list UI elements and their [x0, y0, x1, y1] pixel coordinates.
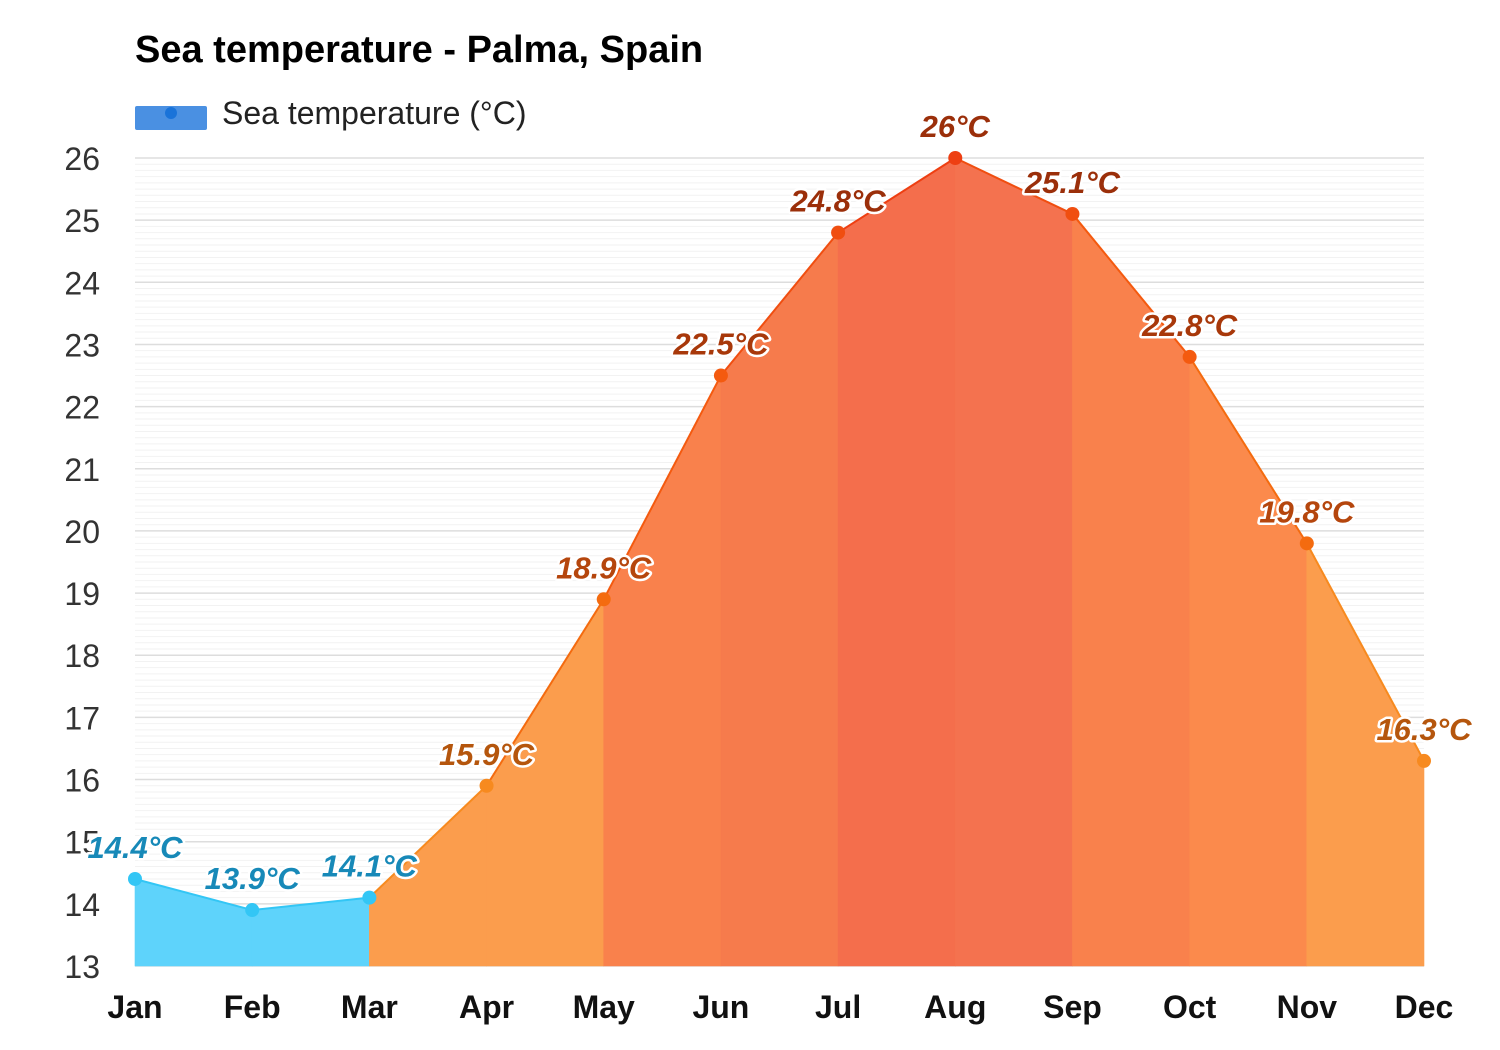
data-label-may: 18.9°C: [556, 550, 652, 585]
area-segment-nov: [1306, 543, 1425, 967]
data-label-nov: 19.8°C: [1259, 494, 1355, 529]
series-line: [134, 157, 1425, 912]
line-segment: [252, 896, 370, 912]
area-segment-apr: [486, 598, 605, 967]
y-tick-label: 19: [64, 576, 100, 612]
line-segment: [602, 375, 722, 600]
data-label-oct: 22.8°C: [1141, 308, 1238, 343]
data-point-aug[interactable]: [948, 151, 963, 165]
line-segment: [1188, 356, 1308, 544]
x-tick-label-sep: Sep: [1043, 989, 1102, 1025]
data-label-jan: 14.4°C: [87, 830, 183, 865]
legend-marker: [165, 107, 177, 119]
y-tick-label: 16: [64, 763, 100, 799]
y-tick-label: 22: [64, 390, 100, 426]
data-point-dec[interactable]: [1417, 753, 1431, 768]
data-point-feb[interactable]: [245, 903, 260, 918]
x-tick-label-may: May: [573, 989, 635, 1025]
y-tick-label: 20: [64, 514, 100, 550]
data-point-oct[interactable]: [1182, 349, 1197, 364]
y-tick-label: 23: [64, 327, 100, 363]
data-label-sep: 25.1°C: [1024, 165, 1121, 200]
data-point-jul[interactable]: [831, 225, 846, 240]
line-segment: [1305, 542, 1425, 762]
data-label-feb: 13.9°C: [205, 861, 301, 896]
data-label-jun: 22.5°C: [672, 327, 769, 362]
line-segment: [837, 157, 956, 234]
y-tick-label: 14: [64, 887, 100, 923]
data-label-aug: 26°C: [920, 109, 991, 144]
x-tick-label-feb: Feb: [224, 989, 281, 1025]
y-tick-label: 13: [64, 949, 100, 985]
chart-title: Sea temperature - Palma, Spain: [135, 29, 703, 71]
x-tick-label-dec: Dec: [1395, 989, 1454, 1025]
data-point-jun[interactable]: [713, 368, 728, 383]
data-point-jan[interactable]: [128, 871, 142, 886]
y-tick-label: 26: [64, 141, 100, 177]
data-label-dec: 16.3°C: [1376, 712, 1472, 747]
data-points: [128, 151, 1431, 918]
line-segment: [485, 598, 605, 787]
data-point-mar[interactable]: [362, 890, 377, 905]
line-segment: [720, 231, 839, 377]
y-tick-label: 21: [64, 452, 100, 488]
y-tick-label: 15: [64, 825, 100, 861]
line-segment: [368, 785, 488, 899]
data-label-apr: 15.9°C: [439, 737, 535, 772]
line-segment: [954, 157, 1073, 215]
area-segment-may: [603, 375, 722, 967]
data-label-jul: 24.8°C: [790, 184, 887, 219]
x-tick-label-nov: Nov: [1277, 989, 1338, 1025]
x-tick-label-mar: Mar: [341, 989, 398, 1025]
line-segment: [1071, 213, 1191, 358]
area-segment-aug: [954, 157, 1073, 967]
x-tick-label-jul: Jul: [815, 989, 861, 1025]
x-tick-label-aug: Aug: [924, 989, 986, 1025]
legend[interactable]: Sea temperature (°C): [135, 95, 526, 131]
y-tick-label: 24: [64, 265, 100, 301]
x-tick-label-jan: Jan: [107, 989, 162, 1025]
legend-label: Sea temperature (°C): [222, 95, 526, 131]
data-point-apr[interactable]: [479, 778, 494, 793]
data-point-sep[interactable]: [1065, 206, 1080, 221]
x-tick-label-apr: Apr: [459, 989, 514, 1025]
data-point-nov[interactable]: [1299, 536, 1314, 551]
data-label-mar: 14.1°C: [322, 849, 418, 884]
y-axis-labels: 13 14 15 16 17 18 19 20 21 22 23 24 25 26: [64, 141, 100, 985]
y-tick-label: 18: [64, 638, 100, 674]
line-segment: [134, 878, 253, 912]
x-tick-label-oct: Oct: [1163, 989, 1217, 1025]
area-segments: [134, 157, 1425, 967]
x-tick-label-jun: Jun: [692, 989, 749, 1025]
x-axis-labels: Jan Feb Mar Apr May Jun Jul Aug Sep Oct Nov Dec: [107, 989, 1453, 1025]
area-segment-jul: [837, 157, 956, 967]
y-tick-label: 25: [64, 203, 100, 239]
y-tick-label: 17: [64, 700, 100, 736]
data-labels: 14.4°C 13.9°C 14.1°C 15.9°C 18.9°C 22.5°C 24.8…: [85, 107, 1475, 899]
data-point-may[interactable]: [596, 592, 611, 607]
